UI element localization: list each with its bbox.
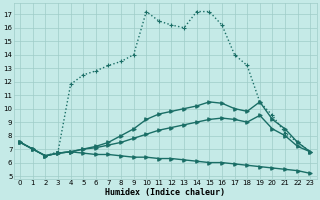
X-axis label: Humidex (Indice chaleur): Humidex (Indice chaleur) (105, 188, 225, 197)
